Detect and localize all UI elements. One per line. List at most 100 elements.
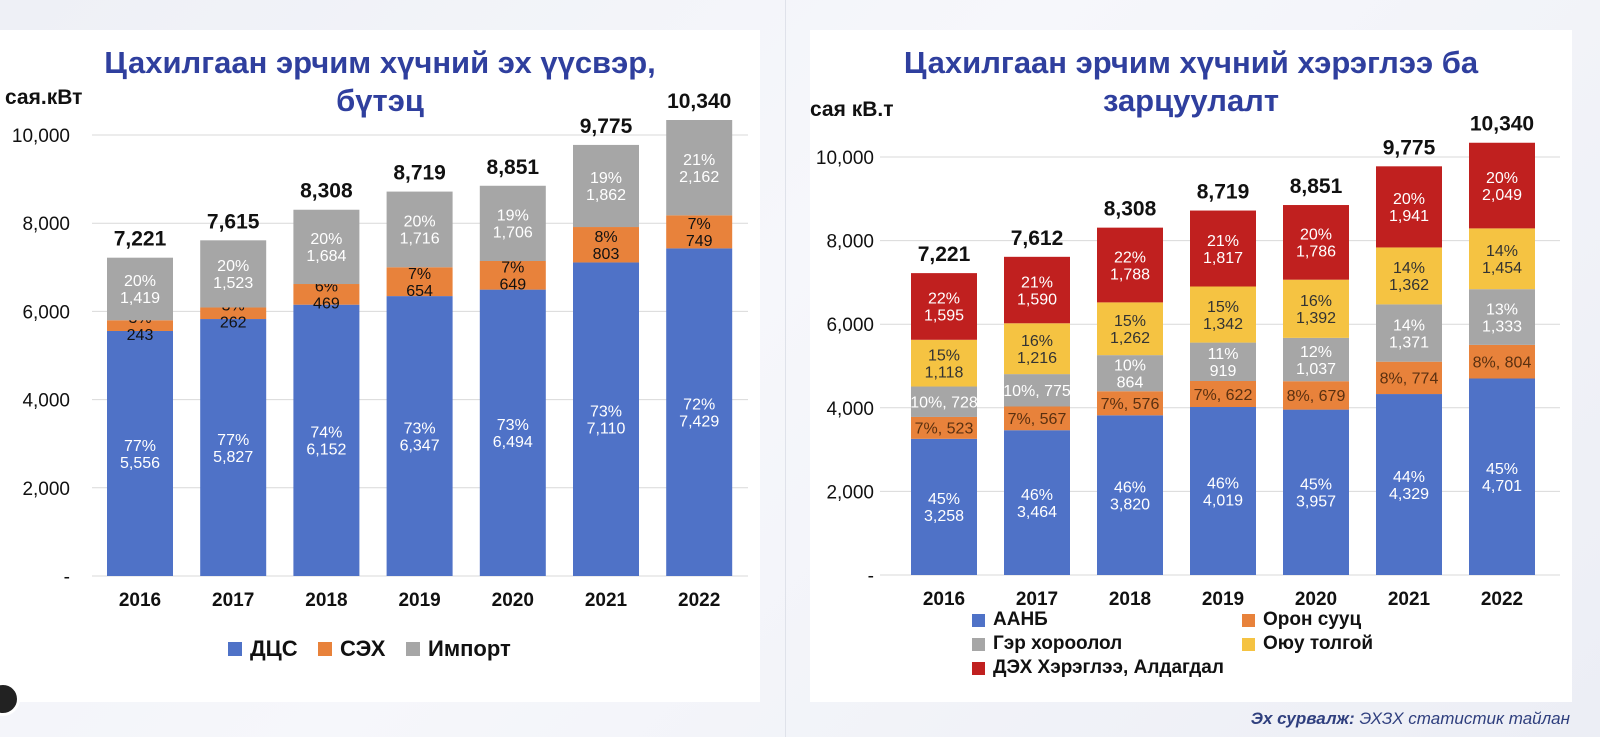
legend-item: Гэр хороолол: [972, 633, 1122, 655]
y-tick-label: 8,000: [22, 214, 70, 235]
bar-segment: [107, 257, 173, 321]
y-axis-unit-label: сая кВ.т: [810, 98, 894, 121]
legend-label: ААНБ: [993, 609, 1048, 630]
bar-segment: [1097, 302, 1163, 356]
total-label: 7,615: [207, 210, 260, 233]
data-label: 11% 919: [1208, 346, 1239, 380]
y-tick-label: -: [868, 566, 874, 587]
legend-swatch: [406, 642, 420, 656]
legend-item: ДЭХ Хэрэглээ, Алдагдал: [972, 657, 1224, 679]
data-label: 21% 1,590: [1017, 274, 1057, 308]
source-label: Эх сурвалж:: [1250, 709, 1355, 728]
data-label: 14% 1,371: [1389, 317, 1429, 351]
chart-title: Цахилгаан эрчим хүчний хэрэглээ ба зарцу…: [810, 44, 1572, 120]
legend-item: Импорт: [406, 636, 511, 662]
bar-segment: [1283, 205, 1349, 280]
x-tick-label: 2021: [585, 590, 628, 611]
data-label: 7%, 523: [915, 421, 974, 438]
bar-segment: [1469, 344, 1535, 379]
bar-segment: [479, 289, 546, 576]
bar-segment: [911, 339, 977, 387]
x-tick-label: 2022: [678, 590, 720, 611]
data-label: 13% 1,333: [1482, 301, 1522, 335]
data-label: 72% 7,429: [679, 396, 719, 430]
y-tick-label: 10,000: [816, 148, 874, 169]
bar-segment: [1097, 391, 1163, 416]
bar-segment: [386, 191, 453, 268]
data-label: 8% 803: [593, 229, 620, 263]
data-label: 22% 1,788: [1110, 249, 1150, 283]
data-label: 16% 1,216: [1017, 333, 1057, 367]
data-label: 21% 2,162: [679, 152, 719, 186]
total-label: 10,340: [1470, 113, 1534, 136]
legend-label: Оюу толгой: [1263, 633, 1374, 654]
bar-segment: [911, 273, 977, 340]
y-tick-label: 8,000: [826, 232, 874, 253]
data-label: 46% 3,820: [1110, 479, 1150, 513]
x-tick-label: 2017: [212, 590, 254, 611]
legend-swatch: [1242, 637, 1255, 651]
total-label: 7,221: [114, 228, 167, 251]
bar-segment: [1190, 342, 1256, 382]
x-tick-label: 2018: [1109, 589, 1151, 610]
data-label: 45% 4,701: [1482, 461, 1522, 495]
data-label: 46% 4,019: [1203, 475, 1243, 509]
data-label: 15% 1,262: [1110, 313, 1150, 347]
bar-segment: [1097, 355, 1163, 392]
data-label: 77% 5,556: [120, 438, 160, 472]
legend-swatch: [318, 642, 332, 656]
bar-segment: [666, 215, 733, 249]
bar-segment: [573, 144, 639, 228]
bar-segment: [1004, 406, 1070, 431]
total-label: 8,851: [1290, 175, 1343, 198]
legend-item: СЭХ: [318, 636, 385, 662]
data-label: 7%, 567: [1008, 411, 1067, 428]
data-label: 73% 7,110: [587, 403, 626, 437]
bar-segment: [1376, 166, 1442, 248]
chart-title-line-2: бүтэц: [336, 83, 424, 118]
data-label: 44% 4,329: [1389, 469, 1429, 503]
data-label: 7% 654: [406, 266, 433, 300]
bar-segment: [1283, 279, 1349, 338]
data-label: 20% 2,049: [1482, 170, 1522, 204]
y-tick-label: 6,000: [22, 302, 70, 323]
bar-segment: [107, 320, 173, 331]
data-label: 14% 1,362: [1389, 260, 1429, 294]
x-tick-label: 2018: [305, 590, 347, 611]
x-tick-label: 2022: [1481, 589, 1523, 610]
y-tick-label: 6,000: [826, 315, 874, 336]
data-label: 45% 3,258: [924, 491, 964, 525]
legend-item: Оюу толгой: [1242, 633, 1373, 655]
legend-swatch: [972, 637, 985, 651]
data-label: 15% 1,118: [925, 347, 964, 381]
legend-swatch: [972, 661, 985, 675]
bar-segment: [386, 267, 453, 297]
data-label: 12% 1,037: [1296, 344, 1336, 378]
data-label: 20% 1,716: [400, 214, 440, 248]
data-label: 20% 1,684: [306, 231, 346, 265]
bar-segment: [1283, 409, 1349, 575]
chart-title-line-2: зарцуулалт: [1102, 83, 1280, 118]
data-label: 7% 749: [686, 216, 713, 250]
data-label: 19% 1,862: [586, 170, 626, 204]
bar-segment: [573, 227, 639, 263]
x-tick-label: 2019: [398, 590, 440, 611]
y-tick-label: 2,000: [826, 482, 874, 503]
legend-label: Орон сууц: [1263, 609, 1362, 630]
total-label: 9,775: [1383, 136, 1436, 159]
chart-panel-sources: Цахилгаан эрчим хүчний эх үүсвэр, бүтэц …: [0, 30, 760, 702]
bar-segment: [1469, 378, 1535, 575]
panel-divider: [785, 0, 786, 737]
data-label: 21% 1,817: [1203, 233, 1243, 267]
total-label: 9,775: [580, 115, 633, 138]
total-label: 8,719: [393, 162, 446, 185]
legend-item: ДЦС: [228, 636, 298, 662]
total-label: 8,851: [487, 156, 540, 179]
source-text: ЭХЗХ статистик тайлан: [1359, 709, 1570, 728]
data-label: 7%, 576: [1101, 396, 1160, 413]
x-tick-label: 2021: [1388, 589, 1431, 610]
bar-segment: [1097, 227, 1163, 303]
bar-segment: [293, 209, 360, 285]
bar-segment: [666, 248, 733, 576]
data-label: 10% 864: [1114, 357, 1146, 391]
